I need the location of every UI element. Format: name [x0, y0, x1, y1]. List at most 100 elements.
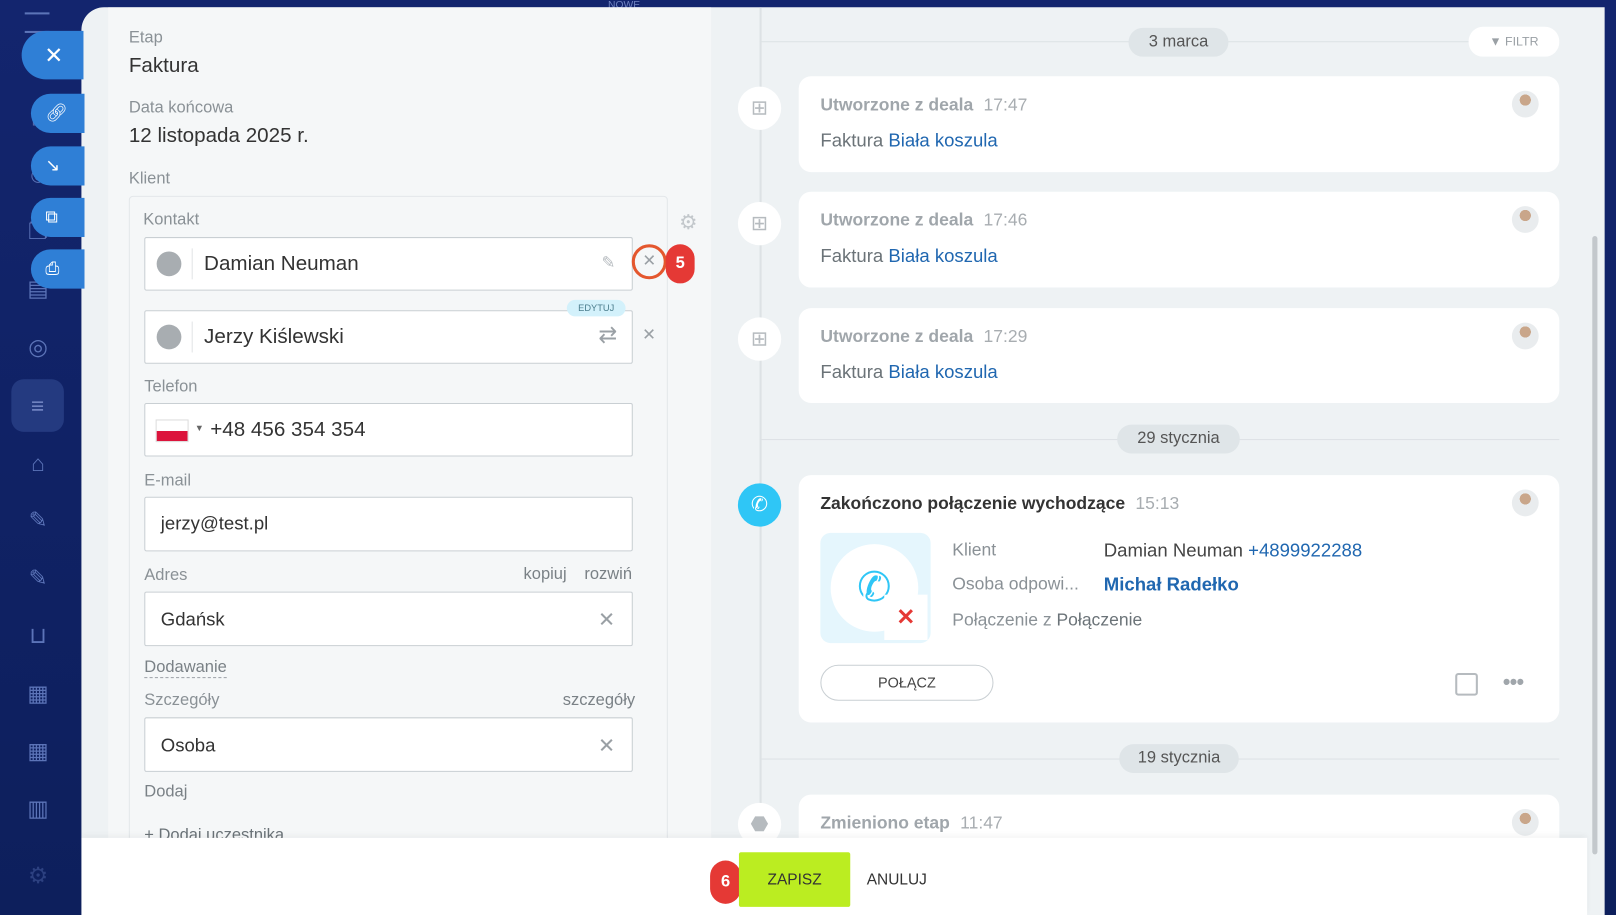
date-separator: 3 marca	[1128, 27, 1229, 57]
outgoing-call-icon: ✆ ✕	[820, 532, 931, 644]
client-phone-link[interactable]: +4899922288	[1248, 540, 1363, 561]
target-icon[interactable]: ◎	[28, 333, 49, 360]
call-title: Zakończono połączenie wychodzące	[820, 493, 1126, 514]
create-node-icon: ⊞	[737, 317, 782, 361]
contact-name: Damian Neuman	[204, 252, 359, 276]
responsible-label: Osoba odpowi...	[952, 574, 1079, 594]
remove-contact-1-button[interactable]: ✕	[631, 244, 667, 280]
invoice-link[interactable]: Biała koszula	[888, 245, 998, 266]
responsible-link[interactable]: Michał Radełko	[1103, 574, 1239, 595]
clear-details-icon[interactable]: ✕	[597, 734, 616, 758]
end-date-label: Data końcowa	[128, 98, 234, 117]
item-time: 17:47	[983, 94, 1028, 115]
invoice-link[interactable]: Biała koszula	[888, 361, 998, 383]
edit-pencil-icon[interactable]: ✎	[601, 254, 616, 273]
download-button[interactable]: ↘	[30, 146, 85, 186]
details-field[interactable]: Osoba ✕	[144, 717, 633, 772]
add-link[interactable]: Dodaj	[144, 783, 188, 801]
email-value: jerzy@test.pl	[160, 513, 269, 534]
cancel-button[interactable]: ANULUJ	[866, 870, 927, 889]
filter-funnel-icon[interactable]: ≡	[11, 379, 64, 432]
connection-label: Połączenie z	[952, 610, 1052, 630]
swap-icon[interactable]: ⇄	[598, 321, 618, 348]
pen-icon[interactable]: ✎	[28, 507, 48, 533]
settings-icon[interactable]: ⚙	[27, 862, 49, 889]
stage-value[interactable]: Faktura	[128, 54, 199, 78]
open-external-icon: ⧉	[45, 207, 58, 227]
item-prefix: Faktura	[820, 361, 884, 383]
scrollbar[interactable]	[1592, 236, 1598, 855]
robot-icon[interactable]: ⌂	[31, 450, 45, 477]
close-button[interactable]: ✕	[21, 30, 84, 80]
open-external-button[interactable]: ⧉	[30, 197, 85, 238]
clear-address-icon[interactable]: ✕	[597, 609, 616, 632]
link-icon: 🔗︎	[45, 103, 68, 123]
person-icon	[156, 324, 182, 350]
phone-label: Telefon	[144, 378, 198, 396]
step-badge-6: 6	[710, 860, 742, 904]
add-address-link[interactable]: Dodawanie	[144, 659, 227, 679]
cart-icon[interactable]: ⊔	[29, 622, 47, 649]
chevron-down-icon[interactable]: ▼	[194, 422, 204, 433]
phone-field[interactable]: ▼ +48 456 354 354	[144, 402, 633, 457]
timeline-line	[759, 7, 762, 915]
form-panel: Etap Faktura Data końcowa 12 listopada 2…	[108, 7, 712, 915]
print-icon: ⎙	[45, 258, 60, 279]
timeline-item: Utworzone z deala 17:47 Faktura Biała kos…	[798, 76, 1560, 173]
user-avatar[interactable]	[1511, 489, 1539, 517]
invoice-link[interactable]: Biała koszula	[888, 129, 998, 151]
item-time: 17:29	[983, 326, 1028, 347]
save-button[interactable]: ZAPISZ	[738, 852, 851, 907]
chart-icon[interactable]: ▥	[27, 795, 49, 822]
item-time: 17:46	[983, 210, 1028, 230]
contact-label: Kontakt	[143, 211, 200, 229]
client-settings-icon[interactable]: ⚙	[679, 211, 698, 234]
download-icon: ↘	[45, 155, 61, 176]
item-title: Utworzone z deala	[820, 326, 974, 347]
poland-flag-icon[interactable]	[155, 419, 189, 443]
menu-icon[interactable]	[24, 12, 50, 33]
print-button[interactable]: ⎙	[30, 249, 85, 289]
date-separator: 19 stycznia	[1119, 744, 1239, 773]
note-icon[interactable]	[1455, 672, 1478, 696]
call-button[interactable]: POŁĄCZ	[820, 664, 994, 701]
details-link[interactable]: szczegóły	[562, 691, 636, 710]
item-prefix: Faktura	[820, 129, 884, 151]
stage-label: Etap	[128, 28, 163, 47]
email-field[interactable]: jerzy@test.pl	[144, 496, 633, 552]
user-avatar[interactable]	[1511, 322, 1539, 350]
copy-address-link[interactable]: kopiuj	[523, 565, 567, 584]
contact-name: Jerzy Kiślewski	[204, 325, 344, 349]
edit-badge[interactable]: EDYTUJ	[566, 299, 626, 317]
end-date-value[interactable]: 12 listopada 2025 r.	[128, 124, 309, 148]
call-time: 15:13	[1135, 493, 1180, 514]
store-icon[interactable]: ▦	[27, 680, 49, 706]
footer-bar: 6 ZAPISZ ANULUJ	[81, 837, 1588, 915]
item-prefix: Faktura	[820, 245, 884, 266]
contact-field-1[interactable]: Damian Neuman ✎	[144, 237, 633, 291]
contact-field-2[interactable]: Jerzy Kiślewski ⇄	[144, 310, 633, 364]
timeline-item: Utworzone z deala 17:29 Faktura Biała kos…	[798, 308, 1560, 403]
call-node-icon: ✆	[737, 483, 782, 527]
user-avatar[interactable]	[1511, 90, 1539, 118]
client-label: Klient	[128, 170, 171, 188]
connection-value: Połączenie	[1056, 610, 1143, 630]
expand-address-link[interactable]: rozwiń	[584, 565, 632, 584]
more-icon[interactable]: •••	[1502, 668, 1525, 695]
client-name[interactable]: Damian Neuman	[1103, 540, 1243, 561]
document-icon[interactable]: ✎	[28, 564, 48, 591]
slider-panel: Etap Faktura Data końcowa 12 listopada 2…	[81, 7, 1605, 915]
user-avatar[interactable]	[1511, 206, 1539, 233]
user-avatar[interactable]	[1511, 809, 1539, 836]
item-title: Utworzone z deala	[820, 210, 974, 230]
calendar-icon[interactable]: ▦	[27, 737, 49, 764]
email-label: E-mail	[144, 472, 192, 490]
remove-contact-2-button[interactable]: ✕	[642, 326, 656, 345]
link-button[interactable]: 🔗︎	[30, 93, 85, 133]
date-separator: 29 stycznia	[1117, 424, 1240, 454]
filter-button[interactable]: ▼ FILTR	[1468, 26, 1560, 57]
timeline-item: Utworzone z deala 17:46 Faktura Biała kos…	[798, 191, 1560, 288]
details-label: Szczegóły	[144, 691, 220, 710]
create-node-icon: ⊞	[737, 201, 782, 246]
address-field[interactable]: Gdańsk ✕	[144, 591, 633, 647]
